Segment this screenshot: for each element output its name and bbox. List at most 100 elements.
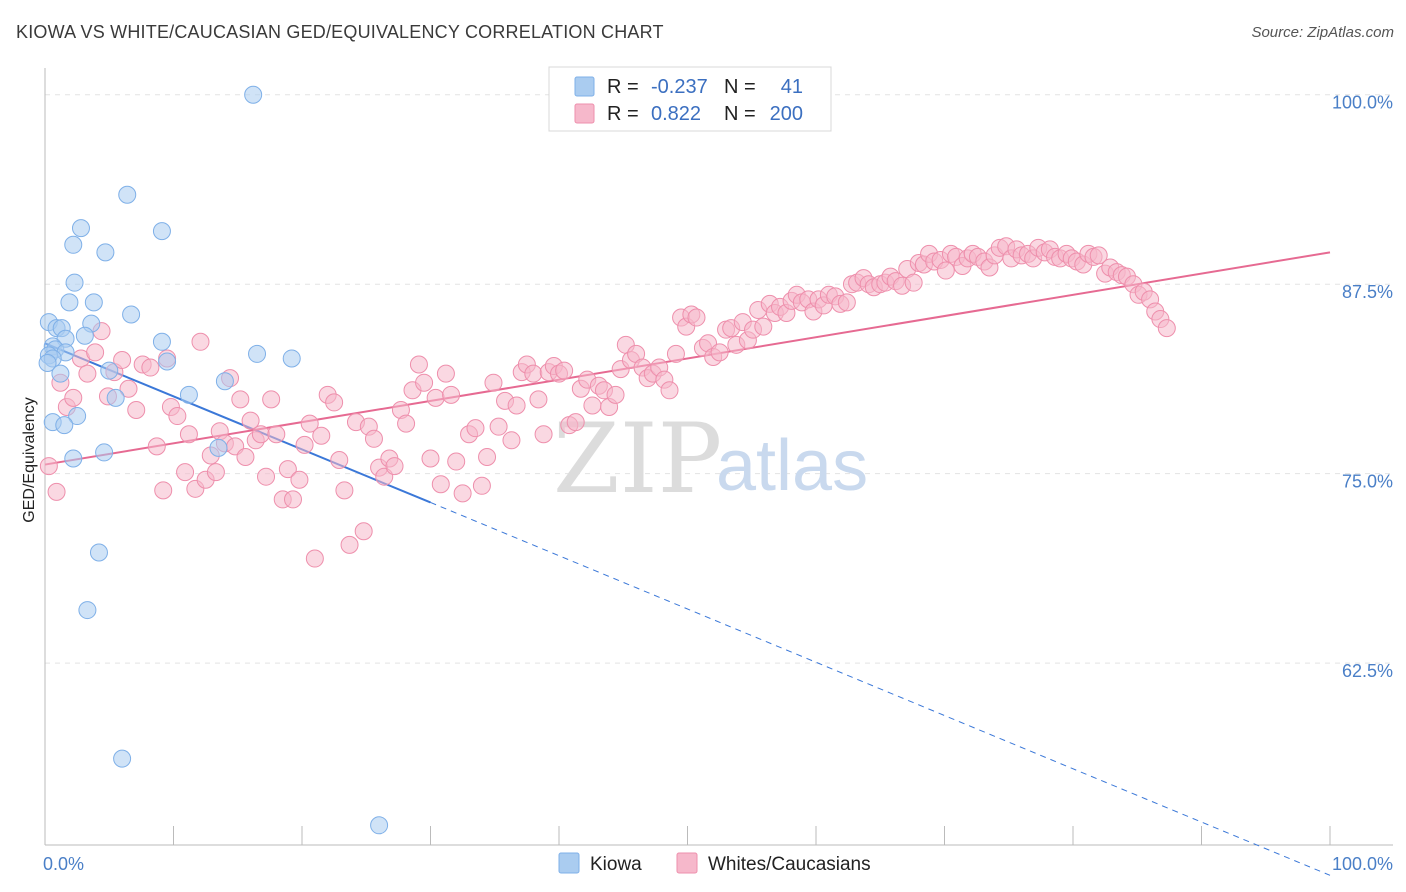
whites-point: [426, 388, 445, 407]
whites-point: [472, 476, 491, 495]
whites-point: [191, 332, 210, 351]
bottom-legend-label-whites: Whites/Caucasians: [708, 854, 871, 875]
whites-point: [566, 413, 585, 432]
kiowa-point: [209, 438, 228, 457]
whites-point: [397, 414, 416, 433]
whites-point: [453, 484, 472, 503]
whites-point: [257, 467, 276, 486]
whites-point: [147, 437, 166, 456]
whites-point: [284, 490, 303, 509]
chart-title: KIOWA VS WHITE/CAUCASIAN GED/EQUIVALENCY…: [16, 22, 664, 42]
legend-r-label-kiowa: R =: [607, 76, 639, 98]
whites-point: [325, 393, 344, 412]
whites-point: [179, 425, 198, 444]
whites-point: [555, 361, 574, 380]
legend-n-label-kiowa: N =: [724, 76, 756, 98]
legend-n-value-whites: 200: [770, 103, 803, 125]
y-axis-label: GED/Equivalency: [21, 397, 38, 522]
whites-point: [300, 414, 319, 433]
source-credit: Source: ZipAtlas.com: [1251, 24, 1394, 41]
kiowa-point: [248, 344, 267, 363]
whites-point: [241, 411, 260, 430]
kiowa-point: [51, 364, 70, 383]
axes: [44, 68, 1393, 846]
whites-point: [236, 447, 255, 466]
bottom-legend: Kiowa Whites/Caucasians: [558, 852, 871, 875]
y-tick-labels: 62.5% 75.0% 87.5% 100.0%: [1332, 93, 1393, 681]
whites-point: [687, 308, 706, 327]
whites-point: [466, 419, 485, 438]
whites-point: [127, 400, 146, 419]
whites-point: [606, 385, 625, 404]
kiowa-trend-extension: [430, 501, 1331, 876]
whites-point: [415, 373, 434, 392]
whites-point: [666, 344, 685, 363]
kiowa-point: [89, 543, 108, 562]
legend-n-label-whites: N =: [724, 103, 756, 125]
whites-point: [295, 435, 314, 454]
kiowa-point: [282, 349, 301, 368]
kiowa-point: [96, 243, 115, 262]
whites-point: [330, 451, 349, 470]
y-tick-label: 87.5%: [1342, 282, 1393, 302]
whites-point: [168, 407, 187, 426]
kiowa-point: [158, 352, 177, 371]
bottom-legend-swatch-kiowa: [558, 852, 580, 874]
whites-point: [710, 343, 729, 362]
whites-point: [305, 549, 324, 568]
whites-point: [47, 482, 66, 501]
whites-point: [364, 429, 383, 448]
legend-r-value-kiowa: -0.237: [651, 76, 708, 98]
x-tick-labels: 0.0% 100.0%: [43, 854, 1393, 874]
series-kiowa: [38, 85, 389, 835]
whites-point: [385, 457, 404, 476]
whites-point: [290, 470, 309, 489]
kiowa-point: [118, 185, 137, 204]
whites-point: [354, 522, 373, 541]
kiowa-point: [152, 332, 171, 351]
kiowa-point: [152, 222, 171, 241]
whites-point: [837, 293, 856, 312]
data-points: [38, 85, 1176, 835]
kiowa-point: [95, 443, 114, 462]
whites-point: [507, 396, 526, 415]
legend: R = -0.237 N = 41 R = 0.822 N = 200: [548, 66, 832, 132]
whites-point: [113, 350, 132, 369]
whites-point: [206, 463, 225, 482]
legend-r-value-whites: 0.822: [651, 103, 701, 125]
kiowa-point: [60, 293, 79, 312]
y-tick-label: 75.0%: [1342, 472, 1393, 492]
legend-r-label-whites: R =: [607, 103, 639, 125]
whites-point: [312, 426, 331, 445]
kiowa-point: [113, 749, 132, 768]
kiowa-point: [65, 273, 84, 292]
whites-point: [119, 379, 138, 398]
whites-point: [754, 317, 773, 336]
whites-point: [39, 457, 58, 476]
kiowa-point: [68, 407, 87, 426]
whites-point: [502, 431, 521, 450]
whites-point: [176, 463, 195, 482]
kiowa-point: [179, 385, 198, 404]
whites-point: [78, 364, 97, 383]
whites-point: [1089, 246, 1108, 265]
whites-point: [1157, 319, 1176, 338]
kiowa-point: [122, 305, 141, 324]
kiowa-point: [84, 293, 103, 312]
kiowa-point: [106, 388, 125, 407]
whites-point: [442, 385, 461, 404]
whites-point: [262, 390, 281, 409]
watermark: ZIP atlas: [553, 403, 868, 515]
whites-point: [340, 535, 359, 554]
x-tick-label: 0.0%: [43, 854, 84, 874]
kiowa-point: [244, 85, 263, 104]
kiowa-point: [64, 235, 83, 254]
legend-box: [548, 66, 832, 132]
whites-point: [86, 343, 105, 362]
kiowa-point: [38, 354, 57, 373]
bottom-legend-swatch-whites: [676, 852, 698, 874]
kiowa-point: [71, 219, 90, 238]
whites-point: [447, 452, 466, 471]
whites-point: [64, 388, 83, 407]
